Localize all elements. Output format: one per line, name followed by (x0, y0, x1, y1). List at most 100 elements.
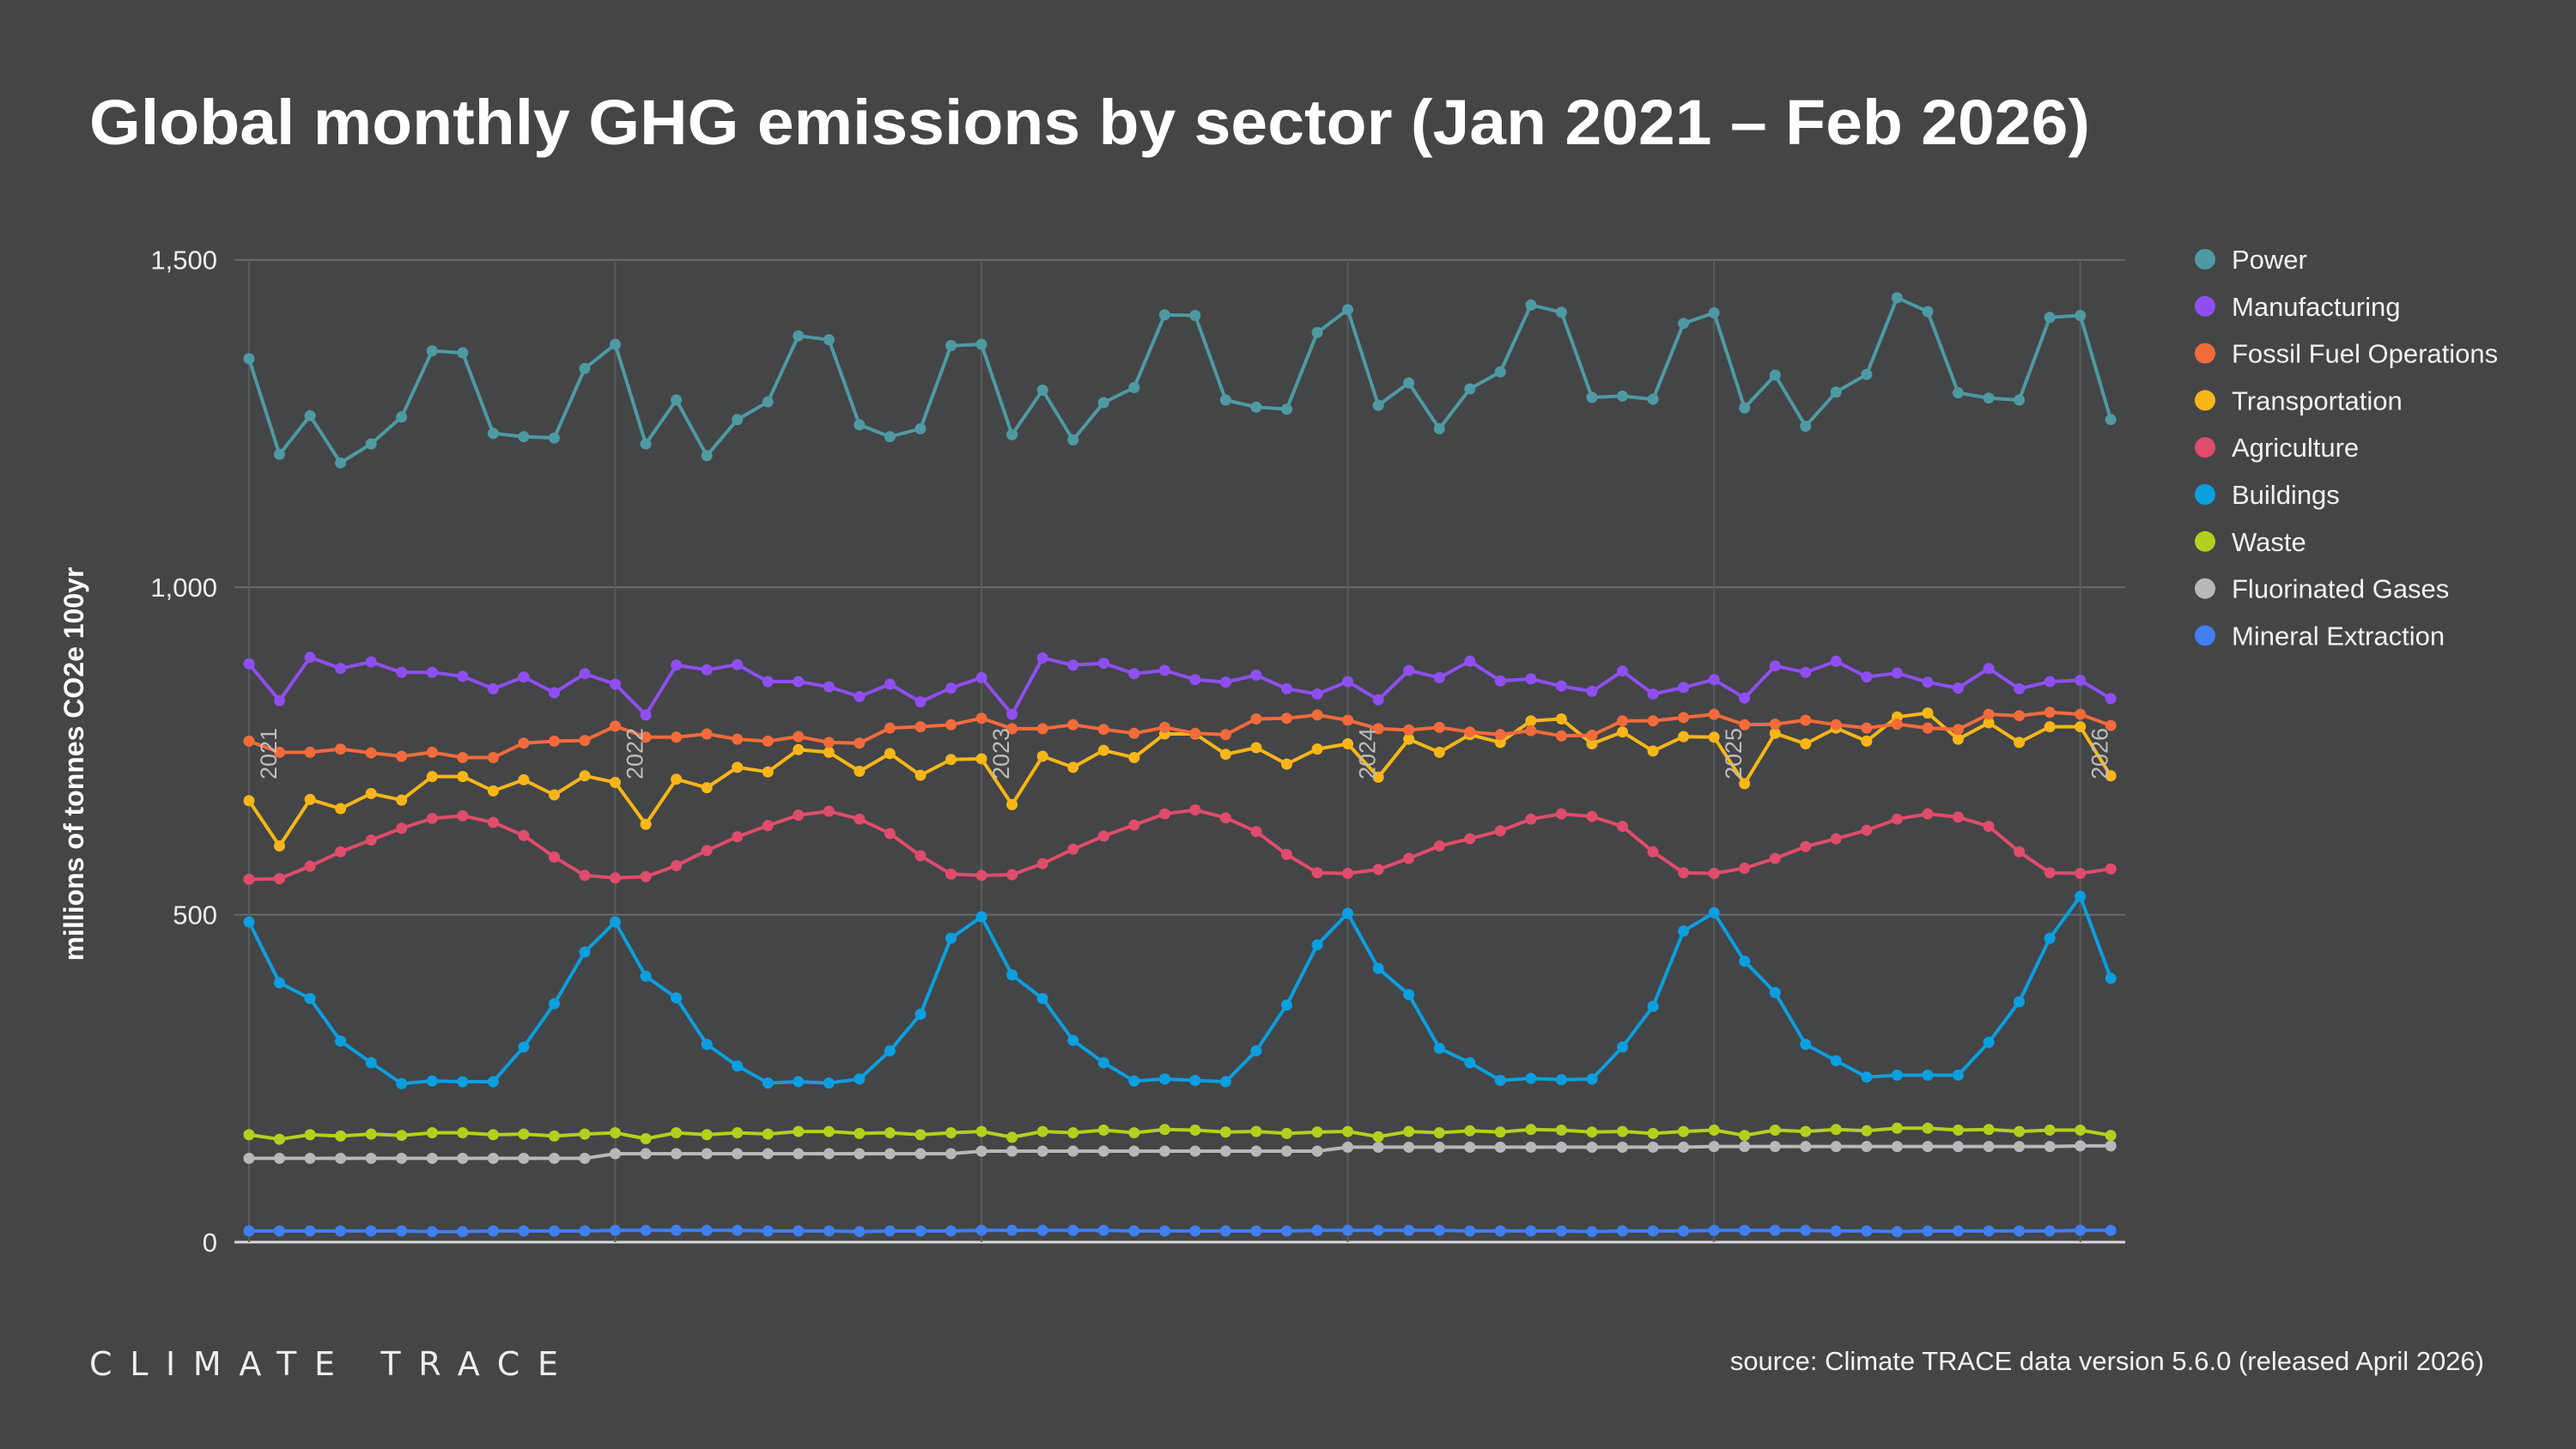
data-point[interactable] (1036, 1145, 1048, 1157)
data-point[interactable] (1678, 1141, 1690, 1153)
data-point[interactable] (304, 1225, 316, 1237)
data-point[interactable] (1800, 1125, 1812, 1137)
data-point[interactable] (1830, 1141, 1842, 1153)
data-point[interactable] (274, 448, 285, 460)
data-point[interactable] (1647, 1127, 1659, 1139)
data-point[interactable] (1097, 1224, 1109, 1236)
data-point[interactable] (671, 659, 683, 671)
data-point[interactable] (1067, 718, 1079, 731)
data-point[interactable] (1922, 722, 1934, 734)
data-point[interactable] (1311, 939, 1323, 951)
data-point[interactable] (274, 694, 285, 706)
data-point[interactable] (854, 691, 866, 702)
data-point[interactable] (762, 820, 774, 832)
data-point[interactable] (1769, 852, 1781, 864)
data-point[interactable] (1403, 664, 1415, 676)
data-point[interactable] (1769, 369, 1781, 381)
data-point[interactable] (671, 773, 683, 785)
data-point[interactable] (1739, 862, 1751, 874)
data-point[interactable] (1433, 671, 1445, 683)
data-point[interactable] (610, 338, 621, 350)
data-point[interactable] (732, 1148, 744, 1160)
data-point[interactable] (1433, 1042, 1445, 1054)
data-point[interactable] (1891, 1141, 1903, 1153)
data-point[interactable] (1006, 869, 1018, 881)
data-point[interactable] (549, 1225, 560, 1237)
data-point[interactable] (396, 411, 408, 423)
data-point[interactable] (1067, 1034, 1079, 1046)
data-point[interactable] (1342, 1141, 1354, 1153)
data-point[interactable] (1067, 1145, 1079, 1157)
data-point[interactable] (518, 1041, 530, 1053)
data-point[interactable] (457, 809, 469, 822)
data-point[interactable] (518, 1128, 530, 1140)
data-point[interactable] (640, 731, 652, 743)
data-point[interactable] (1494, 675, 1506, 687)
data-point[interactable] (518, 829, 530, 841)
data-point[interactable] (884, 748, 896, 760)
data-point[interactable] (1403, 724, 1415, 736)
data-point[interactable] (274, 746, 285, 758)
data-point[interactable] (945, 682, 957, 694)
data-point[interactable] (1219, 1126, 1231, 1138)
data-point[interactable] (1067, 659, 1079, 671)
data-point[interactable] (1708, 674, 1720, 686)
data-point[interactable] (1739, 1141, 1751, 1153)
data-point[interactable] (640, 870, 652, 882)
data-point[interactable] (2014, 394, 2026, 406)
data-point[interactable] (1250, 1225, 1262, 1237)
data-point[interactable] (1983, 821, 1995, 833)
data-point[interactable] (2044, 867, 2056, 879)
data-point[interactable] (2044, 706, 2056, 718)
data-point[interactable] (1861, 1125, 1873, 1137)
data-point[interactable] (579, 770, 591, 782)
data-point[interactable] (487, 1129, 499, 1141)
data-point[interactable] (1922, 1070, 1934, 1081)
data-point[interactable] (487, 682, 499, 694)
data-point[interactable] (396, 822, 408, 834)
data-point[interactable] (1555, 730, 1567, 742)
data-point[interactable] (1006, 1145, 1018, 1157)
data-point[interactable] (335, 457, 347, 469)
data-point[interactable] (2075, 310, 2087, 321)
data-point[interactable] (274, 977, 285, 989)
data-point[interactable] (1250, 669, 1262, 681)
legend-item[interactable]: Agriculture (2195, 433, 2359, 463)
data-point[interactable] (762, 735, 774, 747)
data-point[interactable] (1922, 1122, 1934, 1134)
data-point[interactable] (2044, 1141, 2056, 1153)
data-point[interactable] (1281, 1225, 1292, 1237)
data-point[interactable] (1128, 727, 1140, 739)
data-point[interactable] (1678, 925, 1690, 937)
data-point[interactable] (1586, 730, 1598, 741)
data-point[interactable] (579, 870, 591, 882)
data-point[interactable] (579, 1152, 591, 1164)
data-point[interactable] (1281, 758, 1292, 770)
data-point[interactable] (487, 1225, 499, 1237)
data-point[interactable] (823, 1148, 835, 1160)
data-point[interactable] (823, 334, 835, 346)
legend-item[interactable]: Waste (2195, 527, 2306, 557)
data-point[interactable] (1647, 1225, 1659, 1237)
data-point[interactable] (1708, 307, 1720, 318)
data-point[interactable] (243, 1225, 255, 1237)
data-point[interactable] (1678, 712, 1690, 724)
data-point[interactable] (793, 676, 805, 688)
data-point[interactable] (487, 785, 499, 797)
data-point[interactable] (1586, 685, 1598, 697)
data-point[interactable] (1403, 377, 1415, 389)
data-point[interactable] (1555, 306, 1567, 318)
data-point[interactable] (1067, 1127, 1079, 1139)
data-point[interactable] (549, 1152, 560, 1164)
data-point[interactable] (2105, 770, 2117, 782)
data-point[interactable] (732, 733, 744, 745)
data-point[interactable] (1219, 394, 1231, 406)
data-point[interactable] (1891, 1070, 1903, 1081)
data-point[interactable] (1555, 808, 1567, 820)
data-point[interactable] (1769, 986, 1781, 998)
data-point[interactable] (2014, 846, 2026, 858)
data-point[interactable] (1128, 752, 1140, 763)
data-point[interactable] (914, 1009, 927, 1020)
data-point[interactable] (396, 794, 408, 806)
data-point[interactable] (1036, 1125, 1048, 1137)
